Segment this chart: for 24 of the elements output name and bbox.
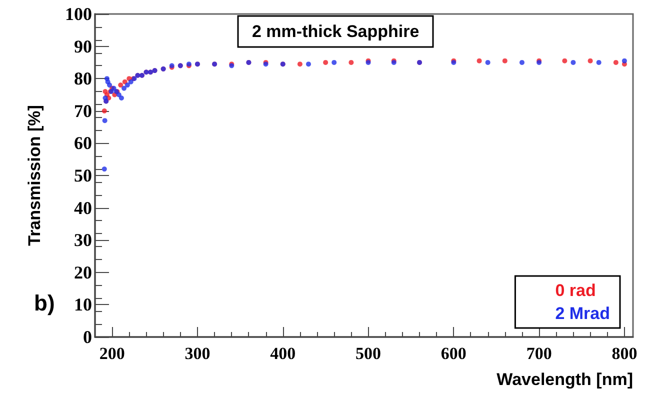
y-tick-label: 0 — [83, 327, 92, 347]
y-tick-label: 70 — [74, 100, 92, 121]
x-tick-label: 600 — [440, 344, 466, 363]
y-axis-title: Transmission [%] — [25, 105, 44, 246]
y-tick-label: 100 — [65, 4, 92, 24]
y-tick-label: 40 — [74, 198, 92, 218]
y-tick-label: 20 — [74, 262, 92, 282]
y-tick-label: 90 — [74, 36, 92, 56]
text: 2 mm-thick Sapphire — [252, 22, 420, 41]
text: 0 rad — [555, 281, 596, 300]
y-tick-label: 50 — [74, 166, 92, 186]
x-tick-label: 200 — [99, 344, 125, 363]
y-tick-label: 30 — [74, 230, 92, 250]
x-tick-label: 500 — [356, 344, 382, 363]
y-tick-label: 80 — [74, 68, 92, 89]
x-tick-label: 300 — [184, 344, 210, 363]
x-tick-label: 400 — [270, 344, 296, 363]
text: 2 Mrad — [555, 304, 610, 323]
x-tick-label: 700 — [526, 344, 552, 363]
x-axis-title: Wavelength [nm] — [496, 370, 633, 389]
x-tick-label: 800 — [612, 344, 638, 363]
text: b) — [34, 290, 55, 316]
y-tick-label: 10 — [74, 294, 92, 315]
y-tick-label: 60 — [74, 133, 92, 154]
